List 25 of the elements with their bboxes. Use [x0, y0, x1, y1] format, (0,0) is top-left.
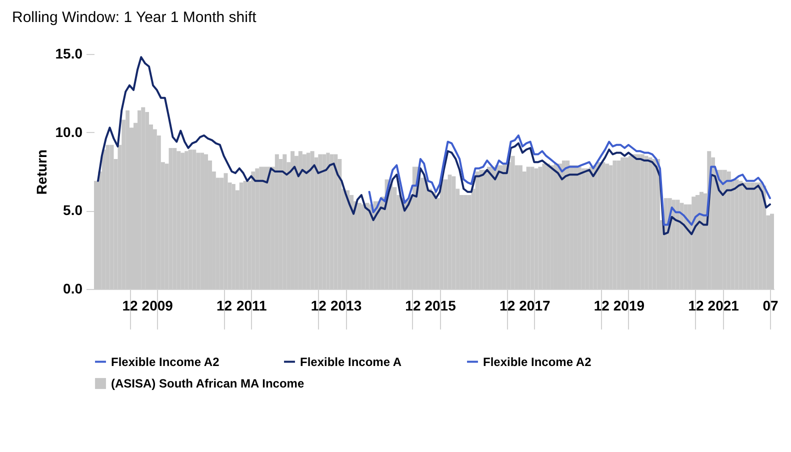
x-tick-label: 12 [310, 298, 327, 314]
x-tick-label: 07 [762, 298, 778, 314]
x-tick-label: 12 [405, 298, 421, 314]
x-tick-label: 12 [122, 298, 138, 314]
y-tick-label: 0.0 [63, 280, 83, 296]
x-tick-label: 2013 [330, 298, 362, 314]
legend-label: Flexible Income A [300, 354, 402, 369]
x-tick-label: 2015 [424, 298, 456, 314]
x-tick-label: 12 [216, 298, 232, 314]
x-tick-label: 2009 [142, 298, 174, 314]
x-tick-label: 12 [500, 298, 516, 314]
y-tick-label: 10.0 [55, 124, 83, 140]
y-tick-label: 5.0 [63, 202, 83, 218]
x-tick-label: 2017 [519, 298, 550, 314]
x-tick-label: 12 [594, 298, 610, 314]
legend-label: Flexible Income A2 [483, 354, 592, 369]
x-tick-label: 2021 [708, 298, 740, 314]
chart-title: Rolling Window: 1 Year 1 Month shift [12, 9, 258, 26]
y-axis-title: Return [33, 149, 50, 195]
x-tick-label: 2019 [613, 298, 645, 314]
y-tick-label: 15.0 [55, 46, 83, 62]
legend-label: (ASISA) South African MA Income [111, 376, 304, 390]
x-tick-label: 12 [688, 298, 704, 314]
x-tick-label: 2011 [236, 298, 268, 314]
legend-label: Flexible Income A2 [111, 354, 220, 369]
